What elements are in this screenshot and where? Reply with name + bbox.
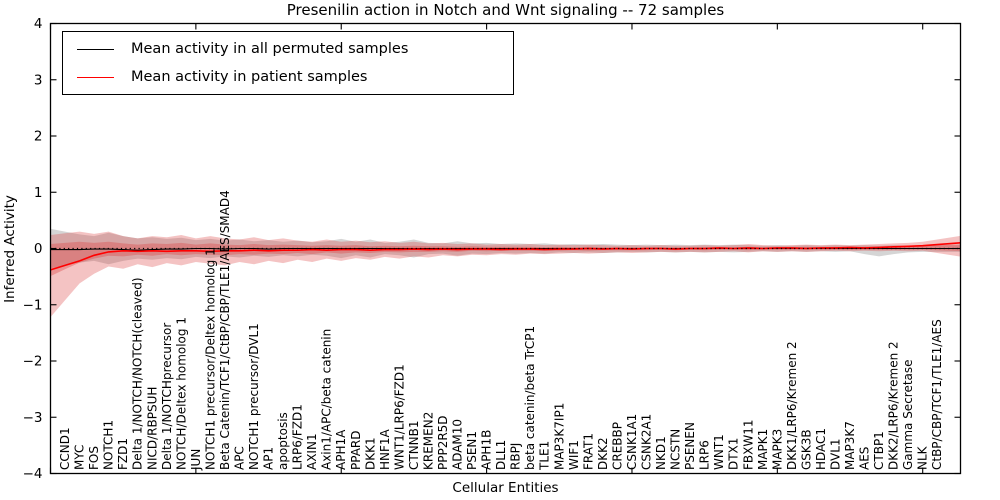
entity-label: AP1 [262,447,276,470]
entity-label: DTX1 [727,438,741,470]
y-tick-label: −2 [23,354,43,370]
entity-label: FOS [87,446,101,470]
entity-label: CCND1 [58,427,72,470]
entity-label: HNF1A [378,428,392,470]
series-patient-line [50,242,961,271]
y-tick-label: 2 [34,129,43,145]
entity-label: MAPK3 [770,429,784,470]
entity-label: MAP3K7 [843,421,857,470]
entity-label: PSENEN [683,422,697,470]
entity-label: PPP2R5D [436,415,450,470]
legend-item-permuted: Mean activity in all permuted samples [63,36,513,62]
entity-label: FZD1 [116,438,130,470]
entity-label: beta catenin/beta TrCP1 [523,326,537,470]
band-1 [50,231,961,318]
patient-line-swatch [77,76,114,78]
entity-label: APH1A [334,429,348,470]
y-tick-label: 0 [34,241,43,257]
entity-label: Axin1/APC/beta catenin [320,329,334,470]
y-axis-label: Inferred Activity [2,195,18,303]
entity-label: TLE1 [538,441,552,471]
entity-label: Delta 1/NOTCH/NOTCH(cleaved) [131,277,145,470]
entity-label: MYC [73,445,87,470]
entity-label: AXIN1 [305,433,319,470]
entity-label: JUN [189,449,203,471]
entity-label: ADAM10 [451,419,465,470]
chart-title: Presenilin action in Notch and Wnt signa… [286,1,725,19]
entity-label: AES [858,447,872,470]
entity-label: CtBP/CBP/TCF1/TLE1/AES [930,319,944,470]
entity-label: PSEN1 [465,431,479,470]
entity-label: WIF1 [567,440,581,470]
entity-label: DKK1 [363,437,377,470]
legend-label-permuted: Mean activity in all permuted samples [131,41,409,57]
entity-label: RBPJ [509,443,523,470]
entity-label: CSNK2A1 [640,414,654,470]
entity-label: MAPK1 [756,429,770,470]
entity-label: WNT1/LRP6/FZD1 [392,364,406,470]
entity-label: DKK2/LRP6/Kremen 2 [887,341,901,470]
entity-label: FBXW11 [741,420,755,471]
entity-label: Gamma Secretase [901,359,915,470]
entity-label: DLL1 [494,440,508,470]
entity-label: MAP3K7IP1 [552,403,566,470]
entity-label: NOTCH1 precursor/DVL1 [247,323,261,470]
entity-label: WNT1 [712,434,726,470]
entity-label: DVL1 [828,438,842,470]
entity-label: NOTCH1 precursor/Deltex homolog 1 [203,248,217,470]
entity-label: NICD/RBPSUH [145,387,159,470]
y-tick-label: −3 [23,410,43,426]
entity-label: GSK3B [799,429,813,470]
legend: Mean activity in all permuted samples Me… [62,31,514,95]
entity-label: APC [232,446,246,470]
entity-label: CTNNB1 [407,420,421,470]
entity-label: NOTCH/Deltex homolog 1 [174,317,188,470]
entity-label: NOTCH1 [102,420,116,470]
x-axis-label: Cellular Entities [452,480,559,496]
y-tick-label: 4 [34,16,43,32]
permuted-line-swatch [77,48,114,50]
entity-label: NKD1 [654,436,668,470]
entity-label: LRP6 [698,440,712,470]
entity-label: CTBP1 [872,431,886,470]
y-tick-label: 1 [34,185,43,201]
entity-label: NLK [916,445,930,470]
entity-label: PPARD [349,431,363,471]
entity-label: CREBBP [610,422,624,470]
y-tick-label: −4 [23,466,43,482]
legend-label-patient: Mean activity in patient samples [131,69,368,85]
legend-item-patient: Mean activity in patient samples [63,64,513,90]
y-tick-label: 3 [34,72,43,88]
entity-label: KREMEN2 [421,412,435,470]
entity-label: apoptosis [276,412,290,470]
entity-label: CSNK1A1 [625,414,639,470]
entity-label: APH1B [480,430,494,470]
entity-label: HDAC1 [814,428,828,470]
entity-label: DKK1/LRP6/Kremen 2 [785,341,799,470]
y-tick-label: −1 [23,297,43,313]
entity-label: Delta 1/NOTCHprecursor [160,323,174,470]
entity-label: FRAT1 [581,433,595,470]
entity-label: LRP6/FZD1 [291,404,305,470]
entity-label: Beta Catenin/TCF1/CtBP/CBP/TLE1/AES/SMAD… [218,190,232,470]
entity-label: NCSTN [669,429,683,470]
entity-label: DKK2 [596,437,610,470]
